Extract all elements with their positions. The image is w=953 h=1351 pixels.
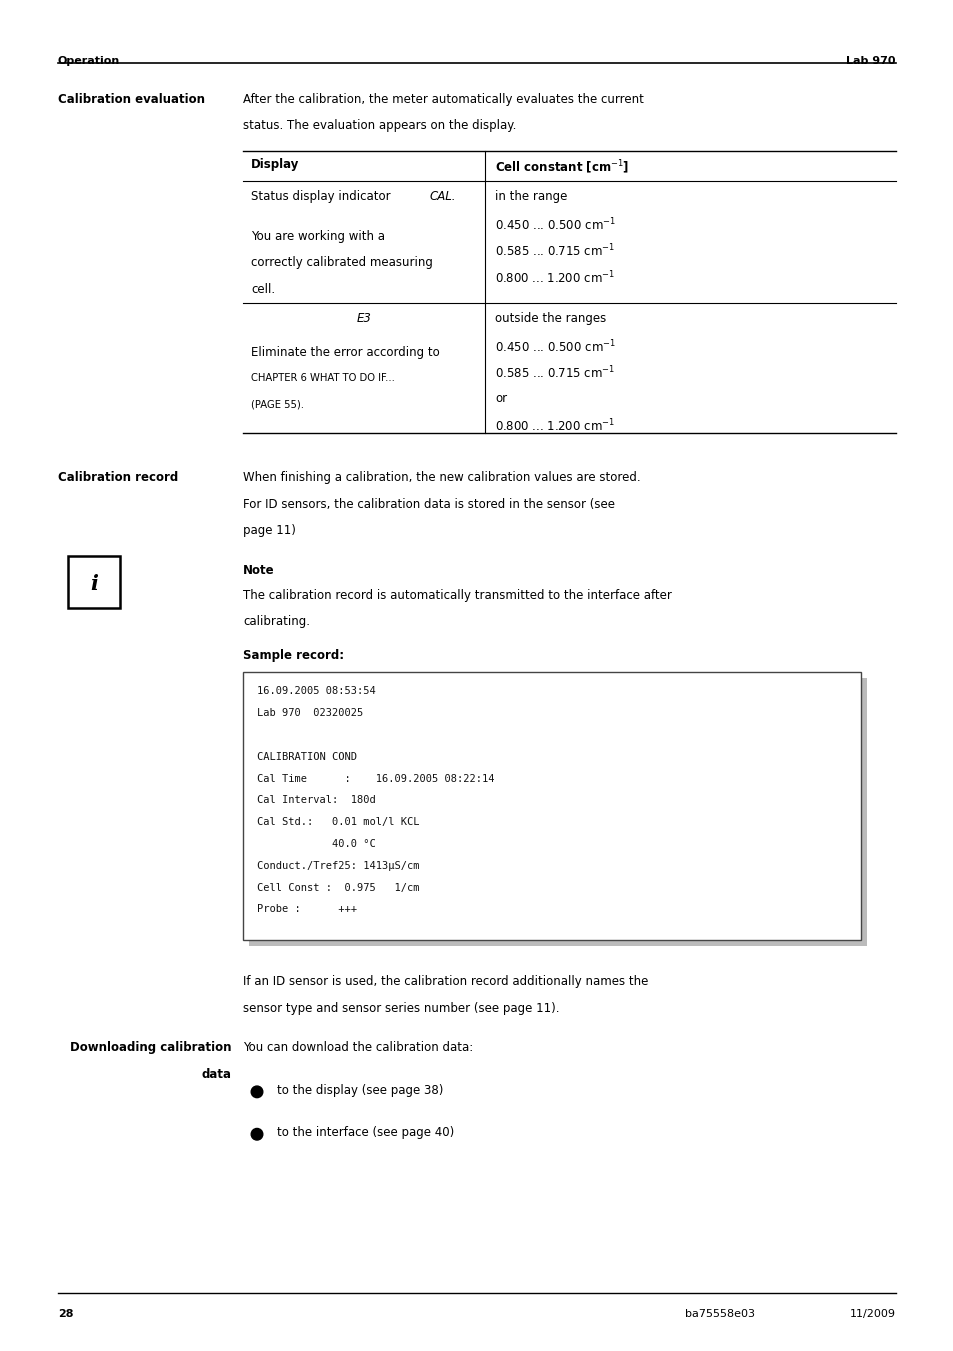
Text: Sample record:: Sample record: bbox=[243, 648, 344, 662]
Text: i: i bbox=[90, 574, 98, 593]
Text: The calibration record is automatically transmitted to the interface after: The calibration record is automatically … bbox=[243, 589, 671, 603]
Text: You are working with a: You are working with a bbox=[251, 230, 385, 243]
Text: CALIBRATION COND: CALIBRATION COND bbox=[256, 751, 356, 762]
Bar bbox=[243, 673, 861, 940]
Text: 40.0 °C: 40.0 °C bbox=[256, 839, 375, 848]
Text: sensor type and sensor series number (see page 11).: sensor type and sensor series number (se… bbox=[243, 1001, 558, 1015]
Text: Status display indicator: Status display indicator bbox=[251, 190, 394, 203]
Text: calibrating.: calibrating. bbox=[243, 616, 310, 628]
Text: E3: E3 bbox=[356, 312, 371, 326]
Text: Conduct./Tref25: 1413μS/cm: Conduct./Tref25: 1413μS/cm bbox=[256, 861, 419, 871]
Text: or: or bbox=[495, 392, 507, 404]
Text: Note: Note bbox=[243, 563, 274, 577]
Circle shape bbox=[251, 1128, 262, 1140]
Bar bbox=[249, 678, 866, 946]
Text: 0.585 ... 0.715 cm$^{-1}$: 0.585 ... 0.715 cm$^{-1}$ bbox=[495, 365, 615, 381]
Circle shape bbox=[251, 1086, 262, 1097]
Text: 28: 28 bbox=[58, 1309, 73, 1319]
Text: to the interface (see page 40): to the interface (see page 40) bbox=[276, 1127, 454, 1139]
Text: After the calibration, the meter automatically evaluates the current: After the calibration, the meter automat… bbox=[243, 93, 643, 105]
Text: If an ID sensor is used, the calibration record additionally names the: If an ID sensor is used, the calibration… bbox=[243, 975, 648, 988]
Text: (PAGE 55).: (PAGE 55). bbox=[251, 400, 304, 409]
Text: 0.450 ... 0.500 cm$^{-1}$: 0.450 ... 0.500 cm$^{-1}$ bbox=[495, 339, 616, 355]
Text: Cell Const :  0.975   1/cm: Cell Const : 0.975 1/cm bbox=[256, 882, 419, 893]
Text: Downloading calibration: Downloading calibration bbox=[70, 1042, 231, 1054]
Text: page 11): page 11) bbox=[243, 524, 295, 536]
Text: Probe :      +++: Probe : +++ bbox=[256, 904, 356, 915]
Text: cell.: cell. bbox=[251, 282, 274, 296]
Text: 0.800 ... 1.200 cm$^{-1}$: 0.800 ... 1.200 cm$^{-1}$ bbox=[495, 269, 615, 286]
Text: Lab 970: Lab 970 bbox=[845, 55, 895, 66]
Text: 11/2009: 11/2009 bbox=[849, 1309, 895, 1319]
Text: data: data bbox=[201, 1067, 231, 1081]
Text: Calibration evaluation: Calibration evaluation bbox=[58, 93, 205, 105]
Text: CAL.: CAL. bbox=[429, 190, 455, 203]
Text: Eliminate the error according to: Eliminate the error according to bbox=[251, 346, 439, 359]
Text: Cal Interval:  180d: Cal Interval: 180d bbox=[256, 796, 375, 805]
Text: CHAPTER 6 WHAT TO DO IF...: CHAPTER 6 WHAT TO DO IF... bbox=[251, 373, 395, 382]
Text: Operation: Operation bbox=[58, 55, 120, 66]
Text: 0.450 ... 0.500 cm$^{-1}$: 0.450 ... 0.500 cm$^{-1}$ bbox=[495, 216, 616, 234]
Text: Cal Std.:   0.01 mol/l KCL: Cal Std.: 0.01 mol/l KCL bbox=[256, 817, 419, 827]
Text: correctly calibrated measuring: correctly calibrated measuring bbox=[251, 257, 433, 269]
Text: Display: Display bbox=[251, 158, 299, 172]
Text: 0.585 ... 0.715 cm$^{-1}$: 0.585 ... 0.715 cm$^{-1}$ bbox=[495, 243, 615, 259]
Text: status. The evaluation appears on the display.: status. The evaluation appears on the di… bbox=[243, 119, 516, 132]
Text: outside the ranges: outside the ranges bbox=[495, 312, 605, 326]
Text: 0.800 ... 1.200 cm$^{-1}$: 0.800 ... 1.200 cm$^{-1}$ bbox=[495, 417, 615, 435]
Text: For ID sensors, the calibration data is stored in the sensor (see: For ID sensors, the calibration data is … bbox=[243, 497, 615, 511]
Text: ba75558e03: ba75558e03 bbox=[684, 1309, 754, 1319]
Text: 16.09.2005 08:53:54: 16.09.2005 08:53:54 bbox=[256, 686, 375, 696]
Bar bbox=[68, 555, 120, 608]
Text: to the display (see page 38): to the display (see page 38) bbox=[276, 1084, 443, 1097]
Text: When finishing a calibration, the new calibration values are stored.: When finishing a calibration, the new ca… bbox=[243, 471, 640, 484]
Text: Calibration record: Calibration record bbox=[58, 471, 178, 484]
Text: Lab 970  02320025: Lab 970 02320025 bbox=[256, 708, 363, 719]
Text: Cell constant [cm$^{-1}$]: Cell constant [cm$^{-1}$] bbox=[495, 158, 629, 176]
Text: in the range: in the range bbox=[495, 190, 567, 203]
Text: Cal Time      :    16.09.2005 08:22:14: Cal Time : 16.09.2005 08:22:14 bbox=[256, 774, 494, 784]
Text: You can download the calibration data:: You can download the calibration data: bbox=[243, 1042, 473, 1054]
